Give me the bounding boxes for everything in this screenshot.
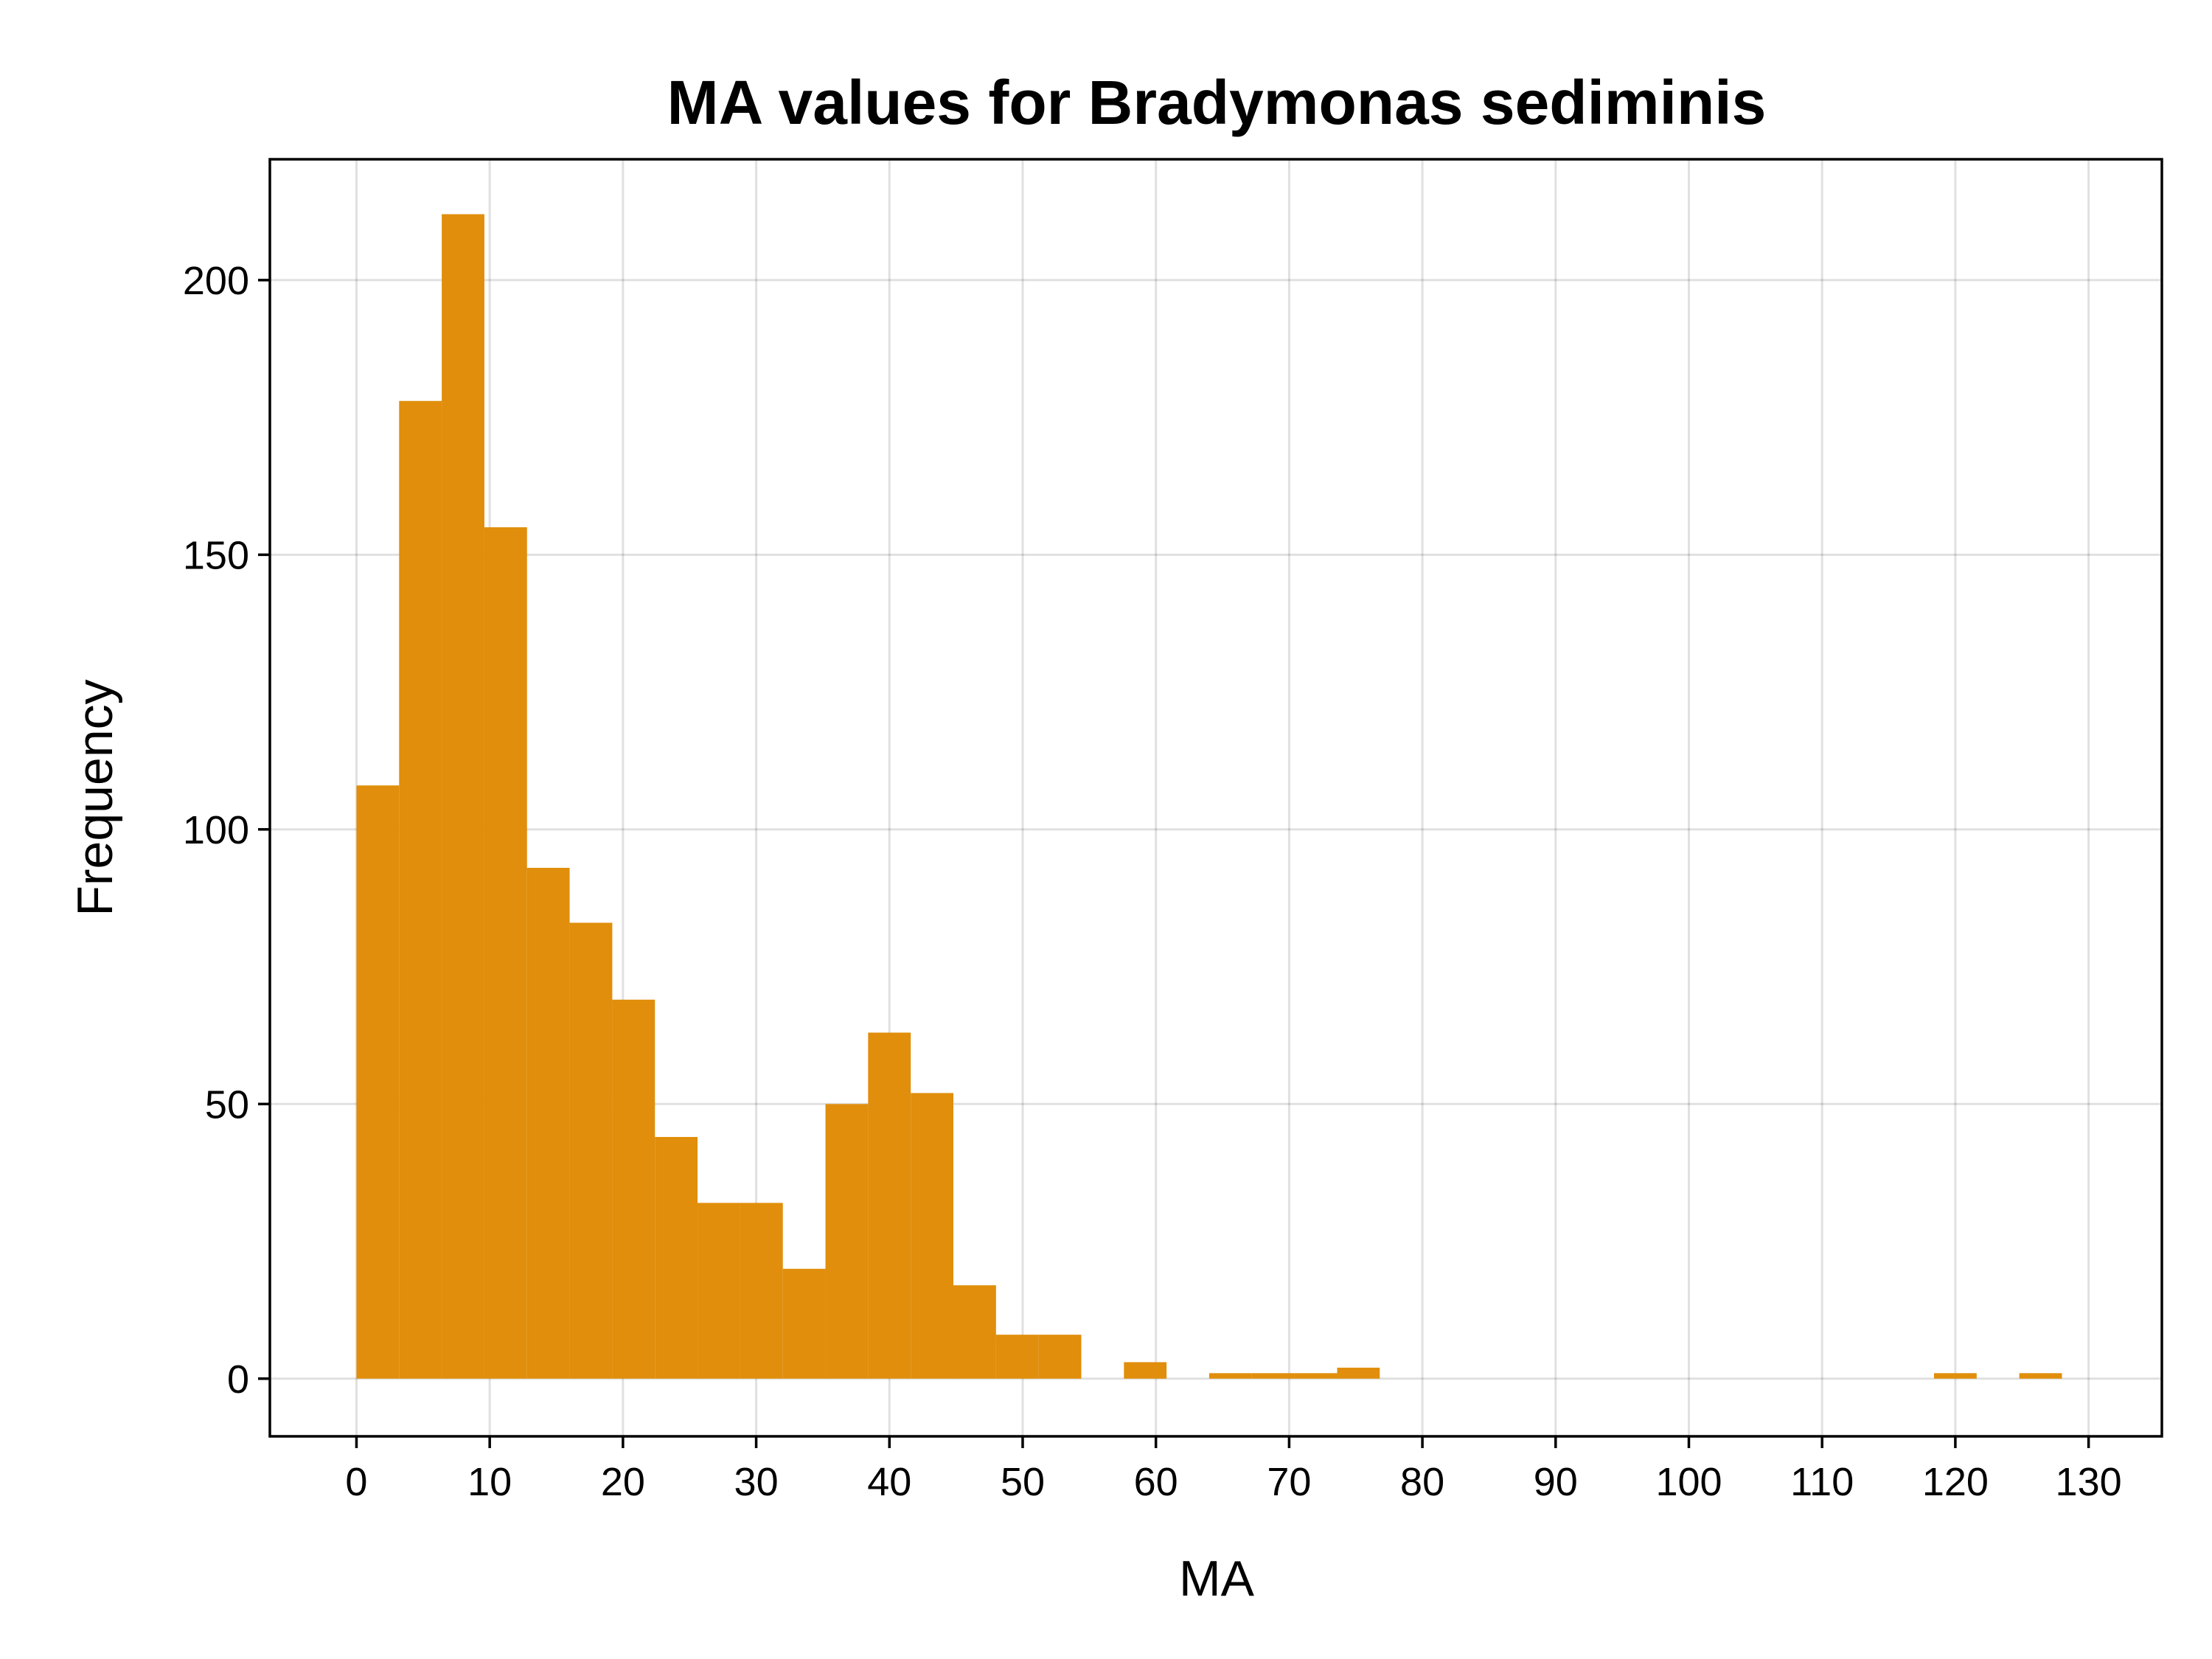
- x-axis-label: MA: [1179, 1551, 1255, 1607]
- grid-layer: [270, 159, 2162, 1436]
- histogram-bar: [825, 1104, 869, 1379]
- histogram-bar: [698, 1203, 740, 1379]
- x-tick-label: 90: [1534, 1460, 1578, 1504]
- histogram-bar: [484, 527, 527, 1379]
- histogram-bar: [911, 1093, 954, 1379]
- histogram-bar: [569, 922, 613, 1379]
- histogram-bar: [1251, 1373, 1295, 1379]
- histogram-bar: [995, 1335, 1039, 1379]
- x-tick-label: 0: [345, 1460, 367, 1504]
- x-tick-label: 100: [1655, 1460, 1722, 1504]
- histogram-bar: [1294, 1373, 1338, 1379]
- histogram-bar: [442, 214, 484, 1379]
- chart-title: MA values for Bradymonas sediminis: [667, 68, 1767, 137]
- x-tick-label: 60: [1134, 1460, 1178, 1504]
- histogram-bar: [1124, 1362, 1167, 1379]
- histogram-bar: [1933, 1373, 1977, 1379]
- x-tick-label: 120: [1922, 1460, 1989, 1504]
- y-axis-label: Frequency: [67, 679, 123, 916]
- y-tick-label: 100: [183, 808, 249, 852]
- x-tick-label: 70: [1267, 1460, 1311, 1504]
- histogram-bar: [612, 999, 655, 1379]
- y-tick-label: 50: [205, 1082, 249, 1127]
- plot-frame: [268, 158, 2163, 1438]
- histogram-bar: [399, 400, 442, 1379]
- y-tick-label: 200: [183, 259, 249, 303]
- x-tick-label: 20: [601, 1460, 645, 1504]
- x-tick-label: 40: [867, 1460, 911, 1504]
- histogram-bar: [740, 1203, 783, 1379]
- x-tick-label: 80: [1400, 1460, 1444, 1504]
- histogram-bar: [782, 1268, 826, 1379]
- histogram-bar: [868, 1032, 911, 1379]
- histogram-bar: [356, 785, 400, 1379]
- histogram-bar: [1038, 1335, 1082, 1379]
- histogram-bar: [655, 1137, 698, 1379]
- histogram-bar: [1337, 1367, 1380, 1379]
- tick-layer: 0 10 20 30 40 50 60 70 80 90 100 110 120 130 0 50 100 150…: [183, 259, 2122, 1504]
- x-tick-label: 130: [2056, 1460, 2122, 1504]
- histogram-bar: [526, 867, 570, 1379]
- x-tick-label: 50: [1001, 1460, 1045, 1504]
- y-tick-label: 150: [183, 533, 249, 577]
- y-tick-label: 0: [227, 1357, 249, 1402]
- histogram-bar: [1208, 1373, 1252, 1379]
- bar-layer: [356, 214, 2062, 1379]
- x-tick-label: 110: [1790, 1460, 1854, 1504]
- x-tick-label: 30: [734, 1460, 779, 1504]
- x-tick-label: 10: [467, 1460, 512, 1504]
- histogram-bar: [953, 1285, 996, 1379]
- histogram-bar: [2019, 1373, 2062, 1379]
